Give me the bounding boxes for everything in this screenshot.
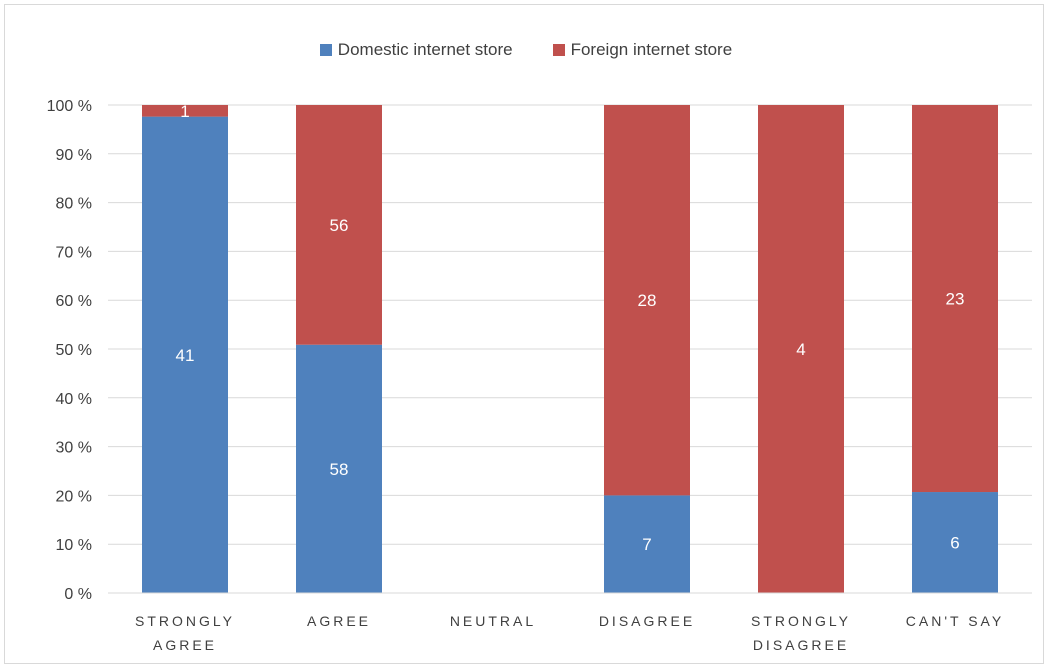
bar-segment — [604, 495, 690, 593]
bar-segment — [912, 105, 998, 493]
x-category-label: STRONGLY — [135, 613, 235, 629]
x-category-label: STRONGLY — [751, 613, 851, 629]
data-label: 4 — [796, 340, 805, 359]
legend: Domestic internet store Foreign internet… — [0, 40, 1052, 60]
bar-segment — [142, 105, 228, 117]
legend-item-domestic: Domestic internet store — [319, 40, 513, 60]
legend-label-domestic: Domestic internet store — [337, 40, 513, 59]
y-tick-label: 80 % — [56, 196, 92, 213]
x-category-label: DISAGREE — [753, 637, 849, 653]
legend-item-foreign: Foreign internet store — [552, 40, 733, 60]
data-label: 23 — [946, 290, 965, 309]
y-tick-label: 20 % — [56, 488, 92, 505]
x-category-label: AGREE — [307, 613, 371, 629]
legend-swatch-foreign — [552, 44, 565, 56]
x-category-label: CAN'T SAY — [906, 613, 1004, 629]
x-category-label: NEUTRAL — [450, 613, 536, 629]
y-tick-label: 100 % — [47, 98, 92, 115]
data-label: 7 — [642, 535, 651, 554]
y-tick-label: 40 % — [56, 391, 92, 408]
y-tick-label: 70 % — [56, 244, 92, 261]
y-tick-label: 90 % — [56, 147, 92, 164]
legend-label-foreign: Foreign internet store — [570, 40, 733, 59]
bar-segment — [296, 344, 382, 593]
bar-segment — [758, 105, 844, 593]
data-label: 58 — [330, 460, 349, 479]
y-tick-label: 10 % — [56, 537, 92, 554]
data-label: 1 — [180, 102, 189, 121]
bar-segment — [296, 105, 382, 345]
x-category-label: AGREE — [153, 637, 217, 653]
bar-segment — [604, 105, 690, 496]
data-label: 28 — [638, 291, 657, 310]
x-category-label: DISAGREE — [599, 613, 695, 629]
bar-segment — [142, 116, 228, 593]
y-tick-label: 60 % — [56, 293, 92, 310]
data-label: 41 — [176, 346, 195, 365]
data-label: 56 — [330, 216, 349, 235]
y-tick-label: 50 % — [56, 342, 92, 359]
data-label: 6 — [950, 534, 959, 553]
legend-swatch-domestic — [319, 44, 332, 56]
bar-segment — [912, 492, 998, 593]
y-tick-label: 0 % — [64, 586, 92, 603]
y-tick-label: 30 % — [56, 440, 92, 457]
